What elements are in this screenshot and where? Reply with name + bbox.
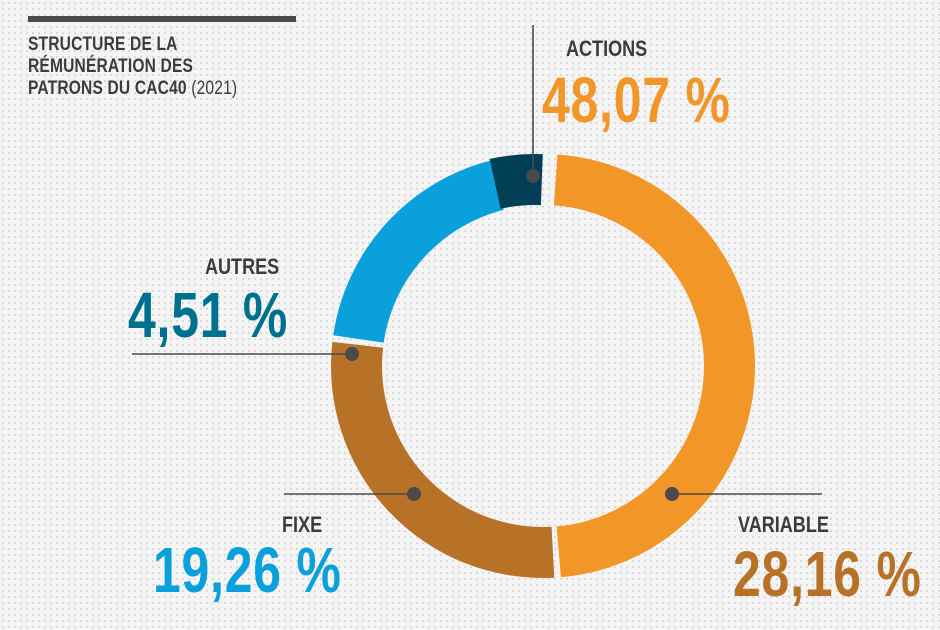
label-variable-value: 28,16 % (733, 538, 922, 610)
title-rule (28, 16, 296, 22)
leader-dot-autres (345, 347, 359, 361)
label-autres-name: AUTRES (205, 254, 280, 279)
leader-dot-actions (526, 169, 540, 183)
slice-fixe (333, 160, 504, 343)
slice-variable (331, 341, 555, 578)
label-variable-name: VARIABLE (738, 512, 829, 537)
label-actions-name: ACTIONS (566, 36, 648, 61)
leader-dot-fixe (407, 487, 421, 501)
label-autres-value: 4,51 % (128, 279, 289, 351)
label-fixe-value: 19,26 % (153, 534, 342, 606)
slice-actions (553, 154, 756, 578)
chart-title-year: (2021) (191, 78, 238, 99)
chart-title-line1: STRUCTURE DE LA RÉMUNÉRATION DES (28, 34, 194, 77)
label-actions-value: 48,07 % (542, 64, 731, 136)
leader-dot-variable (665, 487, 679, 501)
chart-title-line2: PATRONS DU CAC40 (28, 78, 187, 99)
chart-title: STRUCTURE DE LA RÉMUNÉRATION DES PATRONS… (28, 34, 299, 100)
slice-autres (489, 154, 543, 209)
label-fixe-name: FIXE (282, 512, 323, 537)
